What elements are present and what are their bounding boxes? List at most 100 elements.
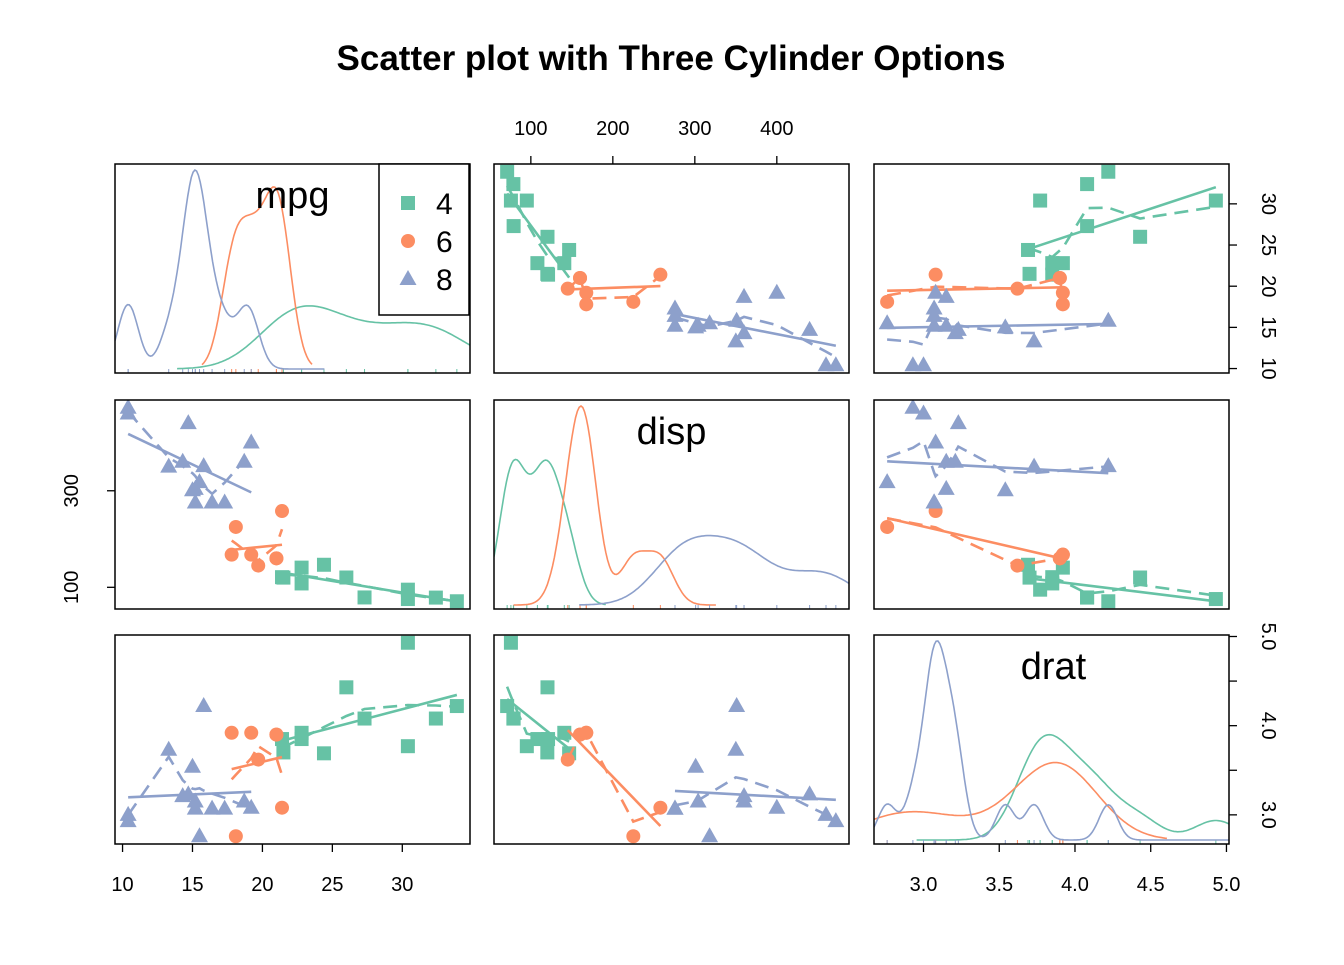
panel-disp-vs-mpg [114, 399, 471, 610]
point-triangle [728, 311, 746, 327]
density-curve-4 [494, 458, 606, 606]
point-square [1101, 164, 1116, 179]
point-triangle [179, 414, 197, 430]
point-triangle [878, 473, 896, 489]
point-circle [880, 294, 895, 309]
point-triangle [728, 697, 746, 713]
diagonal-label-disp: disp [637, 411, 707, 453]
y-tick-label-mpg: 15 [1257, 316, 1279, 338]
point-triangle [666, 316, 684, 332]
point-triangle [216, 493, 234, 509]
x-tick-label-drat: 3.5 [985, 874, 1013, 896]
point-circle [1010, 281, 1025, 296]
point-circle [653, 267, 668, 282]
panel-mpg-vs-mpg: mpg [114, 163, 471, 374]
point-triangle [904, 400, 922, 414]
regression-line-6 [231, 543, 283, 552]
diagonal-label-mpg: mpg [256, 175, 330, 217]
point-circle [626, 294, 641, 309]
y-tick-label-mpg: 25 [1257, 234, 1279, 256]
x-tick-label-mpg: 15 [181, 874, 203, 896]
panel-border [114, 634, 471, 845]
y-tick-label-drat: 3.0 [1257, 801, 1279, 829]
point-circle [1055, 297, 1070, 312]
point-triangle [735, 787, 753, 803]
point-square [541, 732, 556, 747]
point-circle [1010, 558, 1025, 573]
regression-line-8 [127, 432, 252, 494]
point-triangle [727, 740, 745, 756]
point-square [506, 219, 521, 234]
point-square [357, 590, 372, 605]
legend: 4 6 8 [378, 163, 470, 316]
x-tick-label-mpg: 10 [111, 874, 133, 896]
point-circle [626, 829, 641, 844]
chart-title: Scatter plot with Three Cylinder Options [337, 39, 1006, 78]
point-square [1133, 570, 1148, 585]
point-square [1045, 256, 1060, 271]
panel-content [494, 404, 849, 609]
x-tick-label-drat: 4.5 [1137, 874, 1165, 896]
point-triangle [242, 798, 260, 814]
regression-line-4 [506, 698, 570, 750]
y-tick-label-drat: 5.0 [1257, 623, 1279, 651]
legend-label-8: 8 [436, 264, 453, 297]
point-triangle [827, 812, 845, 828]
point-square [500, 164, 515, 179]
point-circle [228, 519, 243, 534]
point-square [1080, 590, 1095, 605]
point-triangle [915, 404, 933, 420]
point-circle [573, 270, 588, 285]
point-circle [928, 267, 943, 282]
point-square [503, 635, 518, 650]
point-square [1208, 592, 1223, 607]
point-square [339, 680, 354, 695]
panel-border [493, 634, 850, 845]
point-circle [275, 504, 290, 519]
panel-mpg-vs-drat [873, 163, 1230, 374]
density-curve-8 [115, 168, 325, 370]
point-square [294, 560, 309, 575]
point-square [294, 725, 309, 740]
point-square [1022, 570, 1037, 585]
x-tick-label-drat: 5.0 [1213, 874, 1241, 896]
point-square [449, 594, 464, 609]
point-triangle [183, 481, 201, 497]
point-circle [269, 551, 284, 566]
y-tick-label-mpg: 10 [1257, 357, 1279, 379]
point-circle [224, 547, 239, 562]
point-square [1022, 266, 1037, 281]
point-circle [653, 800, 668, 815]
point-circle [251, 558, 266, 573]
point-square [557, 725, 572, 740]
point-triangle [801, 320, 819, 336]
point-triangle [1025, 332, 1043, 348]
point-square [540, 680, 555, 695]
point-triangle [1099, 457, 1117, 473]
panel-content [874, 640, 1229, 844]
point-square [276, 745, 291, 760]
point-square [1033, 582, 1048, 597]
point-triangle [701, 314, 719, 330]
point-triangle [801, 785, 819, 801]
point-triangle [727, 332, 745, 348]
point-square [1133, 229, 1148, 244]
point-circle [251, 752, 266, 767]
point-square [530, 732, 545, 747]
y-tick-label-disp: 300 [61, 474, 83, 507]
point-circle [1052, 270, 1067, 285]
point-circle [579, 725, 594, 740]
smooth-line-4 [1027, 205, 1217, 259]
point-triangle [927, 283, 945, 299]
point-triangle [242, 433, 260, 449]
point-square [294, 576, 309, 591]
panel-mpg-vs-disp [493, 163, 850, 374]
point-triangle [817, 356, 835, 372]
point-triangle [666, 299, 684, 315]
point-square [1101, 594, 1116, 609]
point-triangle [768, 798, 786, 814]
point-circle [224, 725, 239, 740]
x-tick-label-disp: 300 [678, 118, 711, 140]
density-curve-6 [874, 761, 1167, 840]
point-triangle [179, 785, 197, 801]
